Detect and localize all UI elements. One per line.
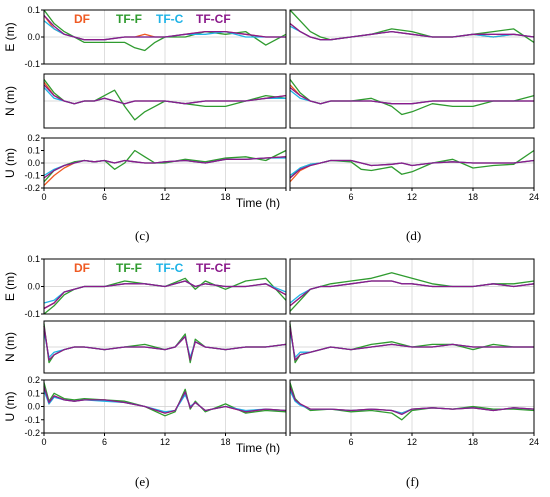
series-line-tf-f — [289, 9, 535, 43]
y-tick-label: 0.1 — [27, 5, 40, 15]
panel-1-2-left — [43, 379, 287, 434]
y-tick-label: -0.2 — [24, 183, 40, 193]
panel-label: (c) — [135, 228, 150, 243]
y-tick-label: 0.0 — [27, 158, 40, 168]
y-tick-label: 0.1 — [27, 146, 40, 156]
x-tick-label: 0 — [41, 437, 46, 447]
chart-block-0: 0.1 0.0 -0.1 E (m) N (m) 0.2 0.1 0.0 -0.1 -0.2 U (… — [3, 5, 539, 210]
panel-label: (f) — [406, 474, 419, 489]
series-line-tf-cf — [289, 326, 534, 361]
series-line-tf-f — [43, 382, 287, 417]
y-tick-label: 0.0 — [27, 282, 40, 292]
series-line-tf-cf — [43, 84, 287, 105]
x-tick-label: 18 — [468, 437, 478, 447]
panel-0-1-right — [289, 73, 535, 129]
chart-block-1: 0.1 0.0 -0.1 E (m) N (m) 0.2 0.1 0.0 -0.1 -0.2 U (… — [3, 254, 539, 455]
panel-1-0-right — [289, 258, 535, 315]
y-tick-label: -0.1 — [24, 415, 40, 425]
panel-label: (e) — [135, 474, 150, 489]
panel-label: (d) — [406, 228, 422, 243]
x-tick-label: 12 — [160, 437, 170, 447]
series-line-tf-cf — [289, 86, 534, 105]
panel-1-2-right — [289, 379, 535, 434]
y-tick-label: -0.1 — [24, 171, 40, 181]
legend-entry-tf-cf: TF-CF — [196, 261, 231, 275]
x-tick-label: 18 — [468, 192, 478, 202]
panel-1-1-left — [43, 320, 287, 374]
series-line-tf-cf — [43, 280, 287, 310]
y-tick-label: -0.2 — [24, 428, 40, 438]
y-axis-label: E (m) — [3, 22, 17, 51]
panel-1-1-right — [289, 320, 535, 374]
x-tick-label: 12 — [407, 437, 417, 447]
x-tick-label: 12 — [160, 192, 170, 202]
x-tick-label: 0 — [41, 192, 46, 202]
legend-entry-tf-c: TF-C — [156, 12, 184, 26]
x-tick-label: 24 — [529, 192, 539, 202]
y-axis-label: N (m) — [3, 332, 17, 362]
y-axis-label: U (m) — [3, 392, 17, 422]
y-tick-label: 0.2 — [27, 133, 40, 143]
series-line-tf-cf — [43, 14, 286, 41]
panel-0-0-right — [289, 9, 535, 65]
x-axis-label: Time (h) — [236, 196, 280, 210]
series-line-tf-cf — [289, 159, 535, 179]
x-tick-label: 6 — [102, 437, 107, 447]
x-tick-label: 6 — [348, 192, 353, 202]
y-tick-label: 0.1 — [27, 254, 40, 264]
x-tick-label: 18 — [220, 437, 230, 447]
series-line-tf-cf — [43, 386, 287, 414]
y-axis-label: U (m) — [3, 148, 17, 178]
x-axis-label: Time (h) — [236, 441, 280, 455]
x-tick-label: 6 — [348, 437, 353, 447]
panel-0-1-left — [43, 73, 287, 129]
series-line-tf-cf — [289, 280, 535, 307]
legend-entry-tf-f: TF-F — [116, 261, 142, 275]
legend-entry-df: DF — [74, 12, 90, 26]
series-line-tf-cf — [43, 326, 287, 361]
legend-entry-df: DF — [74, 261, 90, 275]
x-tick-label: 6 — [102, 192, 107, 202]
x-tick-label: 18 — [220, 192, 230, 202]
series-line-tf-cf — [289, 386, 535, 416]
y-tick-label: -0.1 — [24, 59, 40, 69]
y-tick-label: 0.1 — [27, 388, 40, 398]
legend-entry-tf-f: TF-F — [116, 12, 142, 26]
panel-0-2-right — [289, 137, 535, 189]
y-axis-label: E (m) — [3, 272, 17, 301]
x-tick-label: 24 — [529, 437, 539, 447]
panel-0-2-left — [43, 137, 287, 189]
y-tick-label: 0.0 — [27, 32, 40, 42]
y-tick-label: 0.2 — [27, 375, 40, 385]
series-line-tf-cf — [289, 22, 535, 41]
x-tick-label: 12 — [407, 192, 417, 202]
y-tick-label: -0.1 — [24, 309, 40, 319]
y-axis-label: N (m) — [3, 86, 17, 116]
series-line-tf-cf — [43, 156, 287, 179]
y-tick-label: 0.0 — [27, 402, 40, 412]
legend-entry-tf-cf: TF-CF — [196, 12, 231, 26]
series-line-tf-f — [43, 149, 287, 183]
legend-entry-tf-c: TF-C — [156, 261, 184, 275]
